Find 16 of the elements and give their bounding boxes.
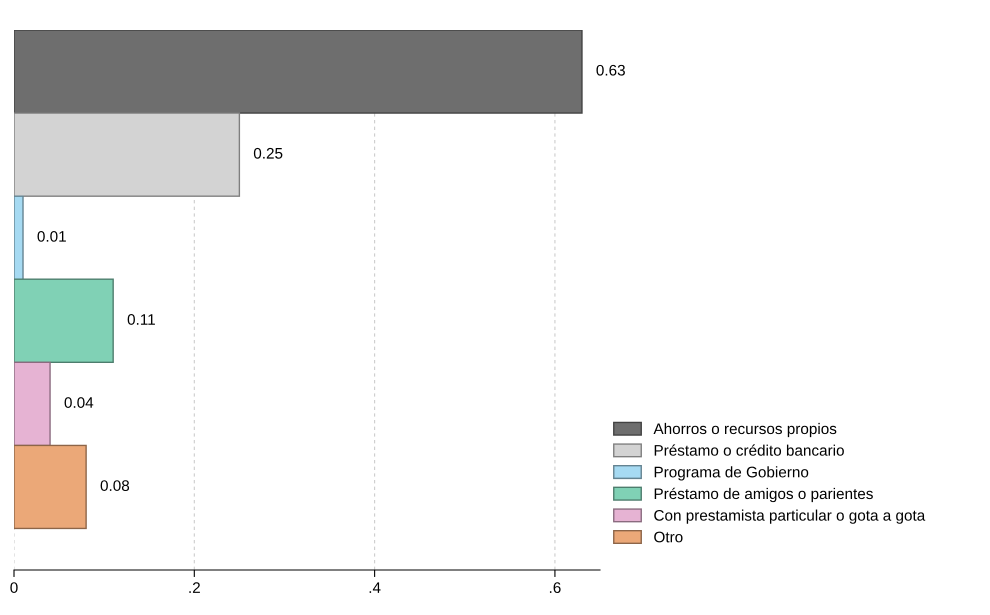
legend-label: Programa de Gobierno [654,466,808,480]
data-label: 0.08 [100,480,130,492]
data-label: 0.11 [128,314,155,325]
data-label: 0.25 [254,148,282,159]
x-tick-label: 0 [10,582,18,594]
legend-label: Préstamo de amigos o parientes [654,488,873,502]
x-tick-label: .4 [370,582,381,593]
x-tick-label: .6 [550,582,561,594]
legend-label: Con prestamista particular o gota a gota [654,510,926,524]
legend-label: Otro [654,532,683,542]
data-label: 0.63 [596,64,625,76]
legend-label: Ahorros o recursos propios [654,422,836,438]
x-tick-label: .2 [189,582,200,593]
legend-label: Préstamo o crédito bancario [654,444,844,456]
data-label: 0.01 [38,230,66,242]
data-label: 0.04 [64,397,94,408]
